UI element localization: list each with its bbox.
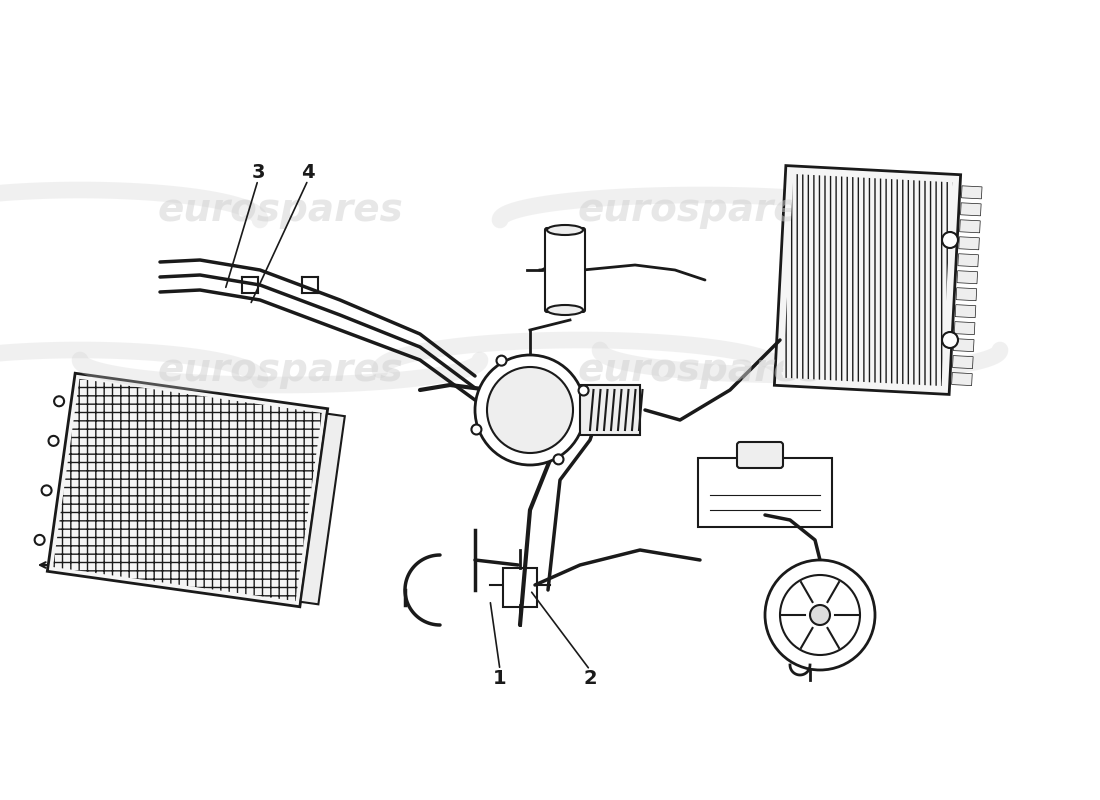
- Circle shape: [810, 605, 830, 625]
- Circle shape: [579, 386, 588, 395]
- Circle shape: [764, 560, 875, 670]
- Circle shape: [34, 535, 45, 545]
- Circle shape: [475, 355, 585, 465]
- Circle shape: [48, 436, 58, 446]
- Circle shape: [942, 232, 958, 248]
- Circle shape: [472, 425, 482, 434]
- Ellipse shape: [547, 305, 583, 315]
- Circle shape: [780, 575, 860, 655]
- FancyBboxPatch shape: [960, 202, 981, 216]
- Text: eurospares: eurospares: [157, 351, 403, 389]
- FancyBboxPatch shape: [957, 270, 978, 284]
- Ellipse shape: [547, 225, 583, 235]
- Circle shape: [553, 454, 563, 464]
- Bar: [47, 374, 328, 606]
- Text: 4: 4: [301, 162, 315, 182]
- FancyBboxPatch shape: [954, 338, 974, 352]
- FancyBboxPatch shape: [953, 355, 974, 369]
- Text: 3: 3: [251, 162, 265, 182]
- Bar: [53, 379, 322, 601]
- FancyBboxPatch shape: [544, 228, 585, 312]
- Text: eurospares: eurospares: [578, 191, 823, 229]
- FancyBboxPatch shape: [959, 237, 979, 250]
- Text: 1: 1: [493, 669, 507, 687]
- FancyBboxPatch shape: [959, 220, 980, 233]
- Bar: [783, 174, 953, 386]
- Circle shape: [54, 396, 64, 406]
- Text: eurospares: eurospares: [157, 191, 403, 229]
- FancyBboxPatch shape: [961, 186, 982, 199]
- Circle shape: [496, 356, 506, 366]
- FancyBboxPatch shape: [958, 254, 979, 266]
- FancyBboxPatch shape: [503, 568, 537, 607]
- FancyBboxPatch shape: [737, 442, 783, 468]
- FancyBboxPatch shape: [955, 322, 975, 334]
- Bar: [580, 385, 640, 435]
- Circle shape: [487, 367, 573, 453]
- FancyBboxPatch shape: [956, 288, 977, 301]
- Bar: [774, 166, 960, 394]
- Text: eurospares: eurospares: [578, 351, 823, 389]
- Circle shape: [942, 332, 958, 348]
- Bar: [300, 414, 344, 604]
- FancyBboxPatch shape: [952, 373, 972, 386]
- FancyBboxPatch shape: [955, 305, 976, 318]
- FancyBboxPatch shape: [698, 458, 832, 527]
- Text: 2: 2: [583, 669, 597, 687]
- Circle shape: [42, 486, 52, 495]
